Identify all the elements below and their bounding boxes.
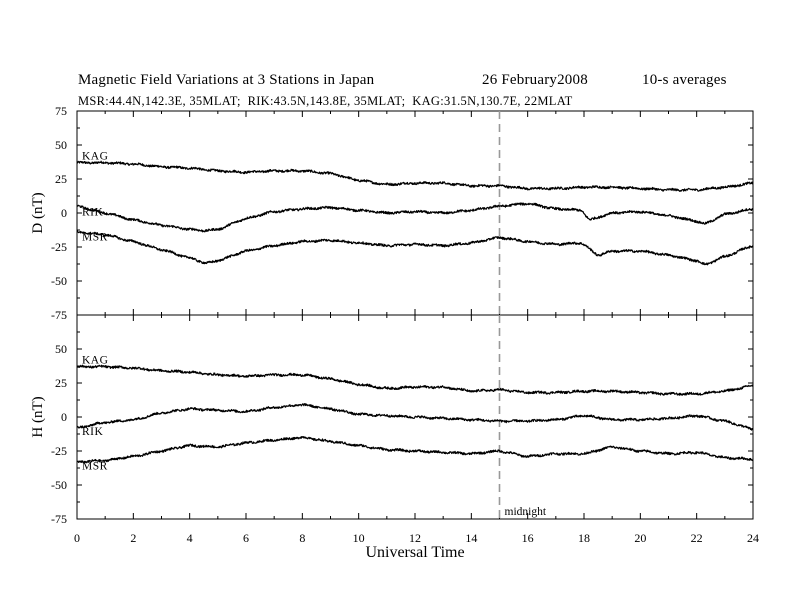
chart-averaging: 10-s averages bbox=[642, 72, 727, 88]
series-label-rik-top: RIK bbox=[82, 206, 104, 218]
x-tick-label: 8 bbox=[299, 531, 305, 545]
y-tick-label-top: 50 bbox=[55, 138, 67, 152]
x-tick-label: 10 bbox=[353, 531, 365, 545]
x-tick-label: 14 bbox=[465, 531, 477, 545]
y-tick-label-top: -25 bbox=[51, 240, 67, 254]
series-label-kag-bottom: KAG bbox=[82, 355, 108, 367]
y-tick-label-top: -75 bbox=[51, 308, 67, 322]
series-label-msr-top: MSR bbox=[82, 231, 108, 243]
y-tick-label-bottom: -50 bbox=[51, 478, 67, 492]
series-line-msr-top bbox=[76, 230, 754, 266]
y-tick-label-bottom: -75 bbox=[51, 512, 67, 526]
series-line-kag-top bbox=[76, 160, 754, 192]
x-tick-label: 6 bbox=[243, 531, 249, 545]
y-tick-label-bottom: 25 bbox=[55, 376, 67, 390]
y-tick-label-top: 0 bbox=[61, 206, 67, 220]
series-label-rik-bottom: RIK bbox=[82, 426, 104, 438]
chart-date: 26 February2008 bbox=[482, 72, 588, 88]
x-tick-label: 20 bbox=[634, 531, 646, 545]
x-tick-label: 2 bbox=[130, 531, 136, 545]
y-tick-label-top: -50 bbox=[51, 274, 67, 288]
chart-subtitle: MSR:44.4N,142.3E, 35MLAT; RIK:43.5N,143.… bbox=[78, 94, 573, 108]
x-tick-label: 0 bbox=[74, 531, 80, 545]
midnight-label: midnight bbox=[505, 506, 547, 518]
x-tick-label: 16 bbox=[522, 531, 534, 545]
y-axis-label-top: D (nT) bbox=[30, 192, 46, 233]
x-axis-label: Universal Time bbox=[365, 544, 464, 561]
series-line-rik-top bbox=[76, 202, 754, 233]
series-line-msr-bottom bbox=[76, 436, 754, 464]
y-tick-label-top: 75 bbox=[55, 104, 67, 118]
series-line-kag-bottom bbox=[76, 364, 754, 396]
x-tick-label: 22 bbox=[691, 531, 703, 545]
y-axis-label-bottom: H (nT) bbox=[30, 396, 46, 437]
y-tick-label-bottom: 50 bbox=[55, 342, 67, 356]
x-tick-label: 4 bbox=[187, 531, 193, 545]
series-label-kag-top: KAG bbox=[82, 151, 108, 163]
series-label-msr-bottom: MSR bbox=[82, 461, 108, 473]
series-line-rik-bottom bbox=[76, 403, 754, 431]
y-tick-label-bottom: 0 bbox=[61, 410, 67, 424]
y-tick-label-top: 25 bbox=[55, 172, 67, 186]
y-tick-label-bottom: -25 bbox=[51, 444, 67, 458]
chart-title: Magnetic Field Variations at 3 Stations … bbox=[78, 72, 375, 88]
x-tick-label: 12 bbox=[409, 531, 421, 545]
x-tick-label: 24 bbox=[747, 531, 759, 545]
x-tick-label: 18 bbox=[578, 531, 590, 545]
